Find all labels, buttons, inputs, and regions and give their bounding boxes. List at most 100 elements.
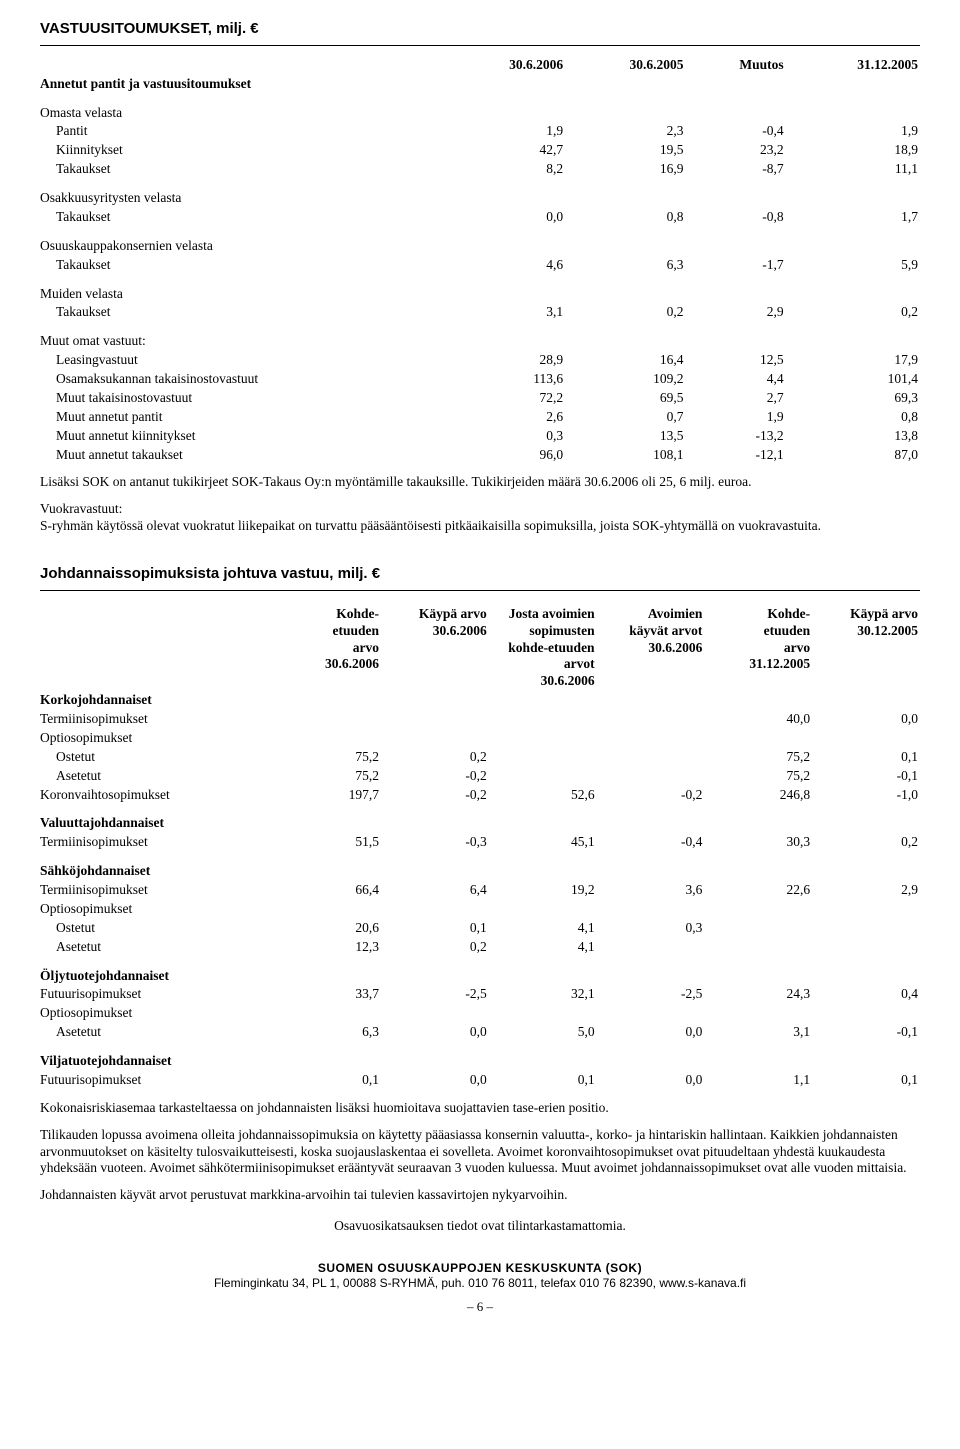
cell: 40,0	[704, 710, 812, 729]
cell: 11,1	[786, 160, 920, 179]
cell	[489, 1004, 597, 1023]
t1-h3: 31.12.2005	[786, 56, 920, 75]
cell	[445, 104, 565, 123]
t2-h5: Käypä arvo30.12.2005	[812, 605, 920, 691]
row-label: Takaukset	[40, 256, 445, 275]
cell	[786, 285, 920, 304]
table-row: Valuuttajohdannaiset	[40, 814, 920, 833]
cell	[704, 1052, 812, 1071]
table-row: Osuuskauppakonsernien velasta	[40, 237, 920, 256]
table-row: Osakkuusyritysten velasta	[40, 189, 920, 208]
cell	[786, 237, 920, 256]
row-label: Öljytuotejohdannaiset	[40, 967, 273, 986]
table-row	[40, 227, 920, 237]
cell	[489, 691, 597, 710]
cell: 6,3	[565, 256, 685, 275]
cell	[597, 938, 705, 957]
table-row: Ostetut20,60,14,10,3	[40, 919, 920, 938]
cell: 1,9	[445, 122, 565, 141]
cell: 1,9	[786, 122, 920, 141]
table-row: Futuurisopimukset33,7-2,532,1-2,524,30,4	[40, 985, 920, 1004]
row-label: Termiinisopimukset	[40, 710, 273, 729]
table1-note2b: S-ryhmän käytössä olevat vuokratut liike…	[40, 518, 821, 533]
table-row	[40, 852, 920, 862]
cell: 113,6	[445, 370, 565, 389]
cell	[381, 814, 489, 833]
cell	[489, 900, 597, 919]
table1-note1: Lisäksi SOK on antanut tukikirjeet SOK-T…	[40, 474, 920, 491]
cell: 19,5	[565, 141, 685, 160]
row-label: Muut omat vastuut:	[40, 332, 445, 351]
row-label: Osakkuusyritysten velasta	[40, 189, 445, 208]
cell: -0,8	[685, 208, 785, 227]
cell: -0,2	[381, 767, 489, 786]
cell: 0,1	[812, 748, 920, 767]
row-label: Leasingvastuut	[40, 351, 445, 370]
row-label: Osuuskauppakonsernien velasta	[40, 237, 445, 256]
table-row: Optiosopimukset	[40, 1004, 920, 1023]
table-row	[40, 275, 920, 285]
row-label: Ostetut	[40, 748, 273, 767]
row-label: Kiinnitykset	[40, 141, 445, 160]
cell: 2,9	[812, 881, 920, 900]
cell: 5,0	[489, 1023, 597, 1042]
cell: 30,3	[704, 833, 812, 852]
table-row: Termiinisopimukset66,46,419,23,622,62,9	[40, 881, 920, 900]
cell: 2,3	[565, 122, 685, 141]
table-row: Asetetut6,30,05,00,03,1-0,1	[40, 1023, 920, 1042]
table-row: Takaukset3,10,22,90,2	[40, 303, 920, 322]
cell: 17,9	[786, 351, 920, 370]
cell: -0,3	[381, 833, 489, 852]
table-row	[40, 1042, 920, 1052]
cell: 75,2	[273, 767, 381, 786]
cell	[812, 919, 920, 938]
cell: 0,0	[381, 1071, 489, 1090]
cell	[445, 75, 565, 94]
cell: 0,1	[381, 919, 489, 938]
cell	[381, 1052, 489, 1071]
cell: 0,2	[565, 303, 685, 322]
row-label: Termiinisopimukset	[40, 833, 273, 852]
cell: 0,1	[812, 1071, 920, 1090]
cell	[704, 691, 812, 710]
cell	[273, 862, 381, 881]
cell	[381, 1004, 489, 1023]
cell	[786, 189, 920, 208]
row-label: Korkojohdannaiset	[40, 691, 273, 710]
table-row: Asetetut75,2-0,275,2-0,1	[40, 767, 920, 786]
cell	[704, 862, 812, 881]
cell	[685, 75, 785, 94]
cell: 0,2	[381, 938, 489, 957]
cell: 18,9	[786, 141, 920, 160]
t2-p4: Osavuosikatsauksen tiedot ovat tilintark…	[40, 1218, 920, 1235]
cell: 12,3	[273, 938, 381, 957]
cell	[812, 814, 920, 833]
cell: -0,1	[812, 1023, 920, 1042]
cell	[381, 900, 489, 919]
table1: 30.6.2006 30.6.2005 Muutos 31.12.2005 An…	[40, 56, 920, 465]
row-label: Annetut pantit ja vastuusitoumukset	[40, 75, 445, 94]
t2-h0: Kohde-etuudenarvo30.6.2006	[273, 605, 381, 691]
cell	[489, 1052, 597, 1071]
cell: 0,0	[597, 1023, 705, 1042]
row-label: Asetetut	[40, 938, 273, 957]
cell	[489, 814, 597, 833]
cell: 24,3	[704, 985, 812, 1004]
cell: 108,1	[565, 446, 685, 465]
row-label: Muut annetut kiinnitykset	[40, 427, 445, 446]
table-row: Muut takaisinostovastuut72,269,52,769,3	[40, 389, 920, 408]
cell	[704, 919, 812, 938]
cell	[597, 814, 705, 833]
cell: 4,1	[489, 919, 597, 938]
row-label: Asetetut	[40, 1023, 273, 1042]
cell: 4,1	[489, 938, 597, 957]
t2-h4: Kohde-etuudenarvo31.12.2005	[704, 605, 812, 691]
cell	[445, 332, 565, 351]
t2-p1: Kokonaisriskiasemaa tarkasteltaessa on j…	[40, 1100, 920, 1117]
cell	[565, 332, 685, 351]
table-row: Omasta velasta	[40, 104, 920, 123]
table-row: Ostetut75,20,275,20,1	[40, 748, 920, 767]
cell: 101,4	[786, 370, 920, 389]
row-label: Asetetut	[40, 767, 273, 786]
cell: 75,2	[273, 748, 381, 767]
